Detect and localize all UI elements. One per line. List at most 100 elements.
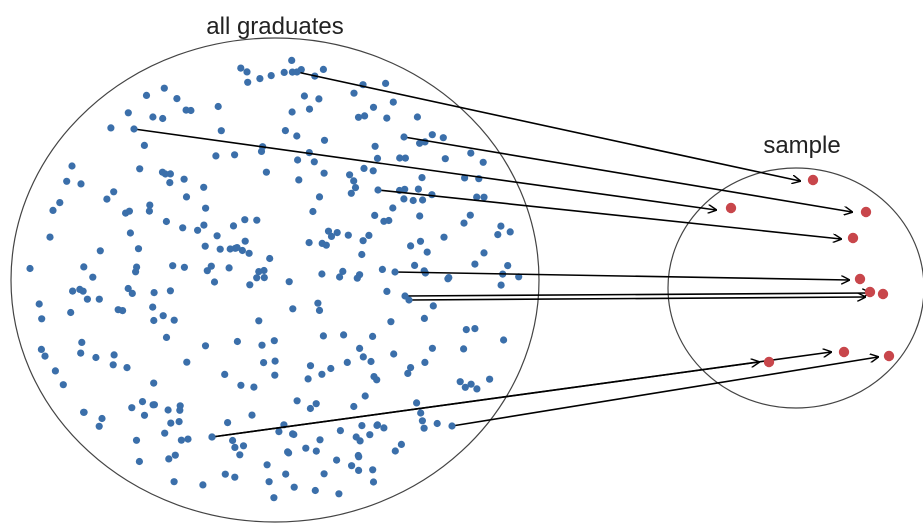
- population-dot: [158, 168, 167, 176]
- population-dot: [461, 174, 469, 182]
- population-dot: [51, 367, 60, 375]
- population-dot: [95, 295, 103, 303]
- population-dot: [199, 481, 207, 489]
- population-dot: [401, 185, 409, 193]
- population-dot: [383, 114, 391, 122]
- sampling-arrow: [133, 128, 716, 210]
- population-dot: [309, 207, 317, 216]
- sample-dot: [877, 288, 889, 300]
- population-dot: [371, 211, 379, 219]
- population-dot: [114, 306, 122, 314]
- population-dot: [162, 333, 171, 341]
- population-dot: [256, 75, 264, 83]
- population-dot: [413, 113, 421, 121]
- population-dot: [150, 401, 158, 409]
- population-dot: [123, 364, 131, 372]
- sample-label: sample: [763, 132, 840, 159]
- population-dot: [250, 383, 258, 391]
- population-dot: [314, 299, 322, 307]
- population-dot: [353, 274, 361, 282]
- population-dot: [335, 490, 343, 498]
- population-dot: [416, 237, 425, 245]
- population-dot: [140, 141, 148, 149]
- sample-dot: [864, 286, 876, 298]
- population-dot: [417, 409, 425, 417]
- population-dot: [390, 350, 398, 358]
- population-dot: [281, 127, 289, 135]
- population-dot: [262, 168, 270, 176]
- population-dot: [138, 398, 147, 406]
- population-dot: [312, 400, 320, 408]
- population-dot: [229, 222, 238, 230]
- population-dot: [150, 379, 158, 387]
- population-dot: [460, 345, 468, 353]
- sampling-arrows: [130, 68, 878, 441]
- population-dot: [404, 369, 412, 377]
- sampling-arrow: [394, 271, 849, 280]
- sample-dot: [860, 206, 872, 218]
- population-dot: [467, 380, 475, 388]
- population-dot: [253, 216, 261, 224]
- population-dot: [289, 305, 297, 313]
- selected-population-dot: [130, 125, 138, 133]
- population-dot: [224, 419, 232, 427]
- population-dot: [369, 103, 378, 111]
- population-dot: [371, 142, 379, 150]
- population-dot: [504, 262, 512, 270]
- population-dot: [333, 229, 341, 237]
- population-dot: [429, 302, 437, 310]
- population-dot: [37, 345, 46, 353]
- population-dot: [333, 456, 341, 464]
- population-dot: [378, 265, 386, 273]
- population-dot: [173, 95, 181, 103]
- population-dot: [315, 193, 324, 201]
- population-dot: [260, 359, 268, 367]
- population-dot: [369, 332, 377, 340]
- population-dot: [407, 242, 415, 250]
- population-dot: [285, 449, 293, 457]
- population-dot: [80, 263, 88, 271]
- population-dot: [367, 357, 375, 366]
- population-dot: [354, 113, 363, 121]
- population-dot: [109, 361, 117, 369]
- population-dot: [214, 102, 222, 111]
- population-dot: [290, 483, 298, 491]
- population-dot: [239, 442, 248, 450]
- population-dot: [96, 247, 104, 255]
- population-dot: [253, 274, 261, 282]
- population-dot: [373, 421, 382, 429]
- population-dot: [244, 78, 252, 86]
- sampling-arrow: [296, 71, 800, 181]
- population-dot: [306, 404, 314, 413]
- population-dot: [494, 231, 502, 239]
- population-dot: [275, 428, 283, 436]
- population-dot: [110, 188, 118, 196]
- population-dot: [327, 364, 335, 373]
- population-dot: [360, 164, 368, 172]
- selected-population-dot: [448, 422, 456, 430]
- population-dot: [255, 268, 263, 276]
- population-dot: [179, 224, 187, 232]
- population-dot: [318, 270, 326, 278]
- population-dot: [271, 357, 279, 365]
- population-dot: [241, 216, 249, 224]
- population-dot: [63, 177, 71, 185]
- population-dot: [266, 254, 274, 263]
- population-dot: [409, 196, 417, 205]
- population-dot: [421, 358, 429, 366]
- sample-dot: [725, 202, 737, 214]
- population-dot: [182, 193, 191, 201]
- population-dot: [180, 175, 188, 183]
- population-dot: [428, 344, 436, 352]
- population-dot: [355, 453, 363, 461]
- population-dot: [306, 362, 315, 370]
- population-dot: [237, 381, 245, 389]
- population-dot: [359, 237, 367, 245]
- population-dot: [300, 92, 308, 100]
- population-dot: [343, 358, 351, 366]
- population-dot: [265, 478, 273, 486]
- population-dot: [128, 289, 136, 297]
- population-dot: [327, 232, 336, 240]
- population-dot: [401, 154, 409, 162]
